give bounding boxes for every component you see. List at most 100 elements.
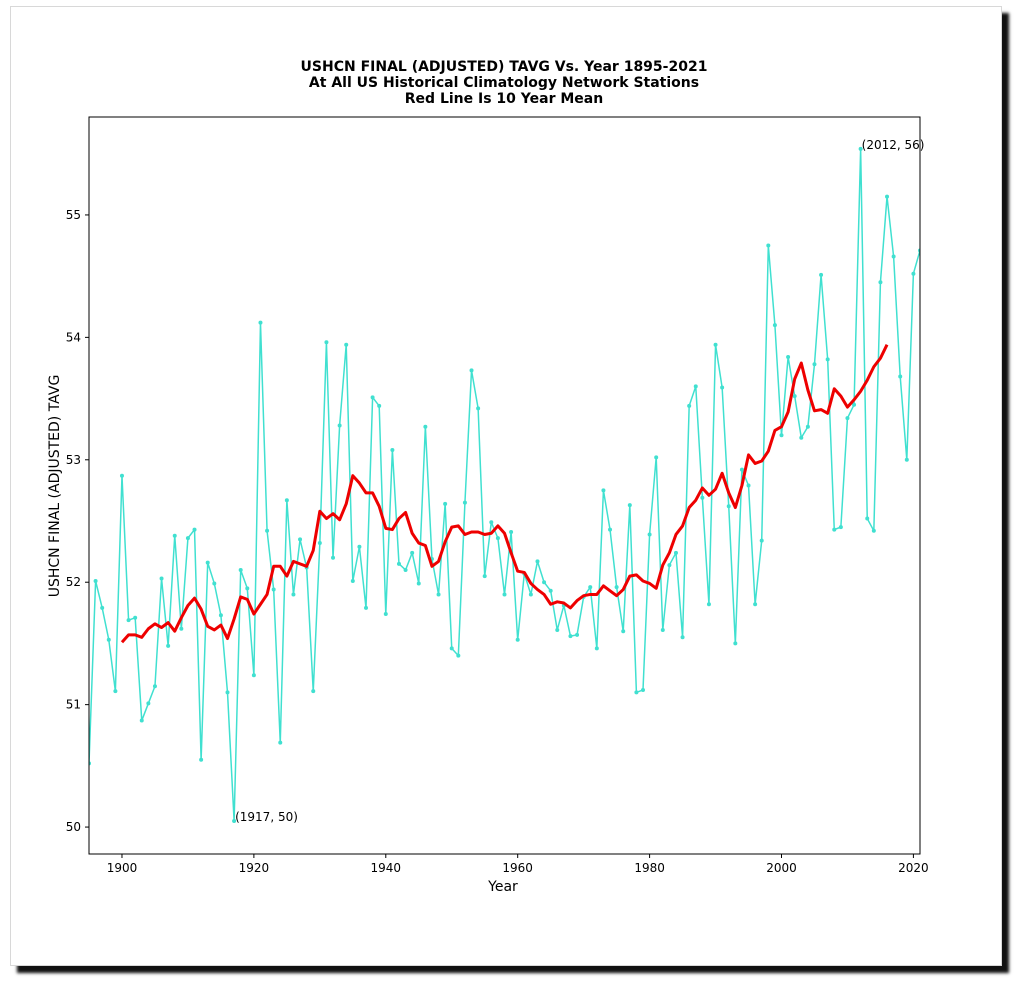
data-point bbox=[284, 498, 289, 503]
data-point bbox=[772, 323, 777, 328]
data-point bbox=[898, 374, 903, 379]
data-point bbox=[693, 384, 698, 389]
data-point bbox=[825, 357, 830, 362]
data-point bbox=[502, 592, 507, 597]
data-point bbox=[535, 559, 540, 564]
data-point bbox=[819, 272, 824, 277]
plot-area bbox=[89, 146, 920, 823]
data-point bbox=[456, 653, 461, 658]
data-point bbox=[238, 567, 243, 572]
plot-frame bbox=[88, 116, 921, 855]
data-point bbox=[146, 701, 151, 706]
data-point bbox=[331, 555, 336, 560]
data-point bbox=[667, 563, 672, 568]
data-point bbox=[436, 592, 441, 597]
data-point bbox=[805, 424, 810, 429]
y-tick-label: 52 bbox=[66, 575, 81, 589]
data-point bbox=[627, 503, 632, 508]
data-point bbox=[172, 533, 177, 538]
data-point bbox=[726, 504, 731, 509]
x-axis-label: Year bbox=[487, 879, 518, 895]
data-point bbox=[396, 561, 401, 566]
data-point bbox=[673, 550, 678, 555]
title-line-2: At All US Historical Climatology Network… bbox=[309, 75, 699, 91]
ten-year-mean-line bbox=[120, 344, 889, 644]
data-point bbox=[350, 578, 355, 583]
data-point bbox=[568, 634, 573, 639]
data-point bbox=[799, 435, 804, 440]
data-point bbox=[469, 368, 474, 373]
data-point bbox=[528, 592, 533, 597]
data-point bbox=[680, 635, 685, 640]
title-line-1: USHCN FINAL (ADJUSTED) TAVG Vs. Year 189… bbox=[301, 59, 708, 75]
data-point bbox=[720, 385, 725, 390]
data-point bbox=[311, 689, 316, 694]
data-point bbox=[482, 574, 487, 579]
data-point bbox=[641, 687, 645, 692]
data-point bbox=[199, 757, 204, 762]
data-series-group bbox=[89, 146, 920, 823]
data-point bbox=[179, 626, 184, 631]
data-point bbox=[377, 403, 382, 408]
data-point bbox=[185, 536, 190, 541]
data-point bbox=[601, 488, 606, 493]
data-point bbox=[792, 394, 797, 399]
data-point bbox=[462, 500, 467, 505]
data-point bbox=[317, 541, 322, 546]
data-point bbox=[258, 320, 263, 325]
data-point bbox=[614, 585, 619, 590]
data-point bbox=[337, 423, 342, 428]
y-tick-label: 55 bbox=[66, 208, 81, 222]
data-point bbox=[403, 567, 408, 572]
data-point bbox=[324, 340, 329, 345]
data-point bbox=[357, 544, 362, 549]
y-tick-label: 50 bbox=[66, 820, 81, 834]
data-point bbox=[904, 457, 909, 462]
data-point bbox=[594, 646, 599, 651]
data-point bbox=[126, 618, 131, 623]
chart-title: USHCN FINAL (ADJUSTED) TAVG Vs. Year 189… bbox=[301, 59, 708, 107]
x-tick-label: 1920 bbox=[239, 861, 270, 875]
data-point bbox=[832, 527, 837, 532]
data-point bbox=[871, 528, 876, 533]
data-point bbox=[106, 637, 111, 642]
data-point bbox=[344, 342, 349, 347]
data-point bbox=[113, 689, 118, 694]
x-tick-label: 1960 bbox=[502, 861, 533, 875]
data-point bbox=[278, 740, 283, 745]
data-point bbox=[251, 673, 256, 678]
data-point bbox=[746, 483, 751, 488]
data-point bbox=[858, 146, 863, 151]
data-point bbox=[100, 605, 105, 610]
data-point bbox=[291, 592, 296, 597]
y-axis-label: USHCN FINAL (ADJUSTED) TAVG bbox=[47, 375, 63, 598]
data-point bbox=[779, 433, 784, 438]
data-point bbox=[786, 354, 791, 359]
data-point bbox=[660, 627, 665, 632]
data-point bbox=[166, 643, 171, 648]
data-point bbox=[575, 632, 580, 637]
data-point bbox=[885, 194, 890, 199]
data-point bbox=[410, 550, 415, 555]
data-point bbox=[119, 473, 124, 478]
data-point bbox=[495, 536, 500, 541]
data-point bbox=[812, 362, 817, 367]
data-point bbox=[891, 254, 896, 259]
data-point bbox=[739, 467, 744, 472]
data-point bbox=[271, 587, 276, 592]
data-point bbox=[548, 588, 553, 593]
title-line-3: Red Line Is 10 Year Mean bbox=[405, 91, 603, 107]
data-point bbox=[449, 646, 454, 651]
data-point bbox=[845, 416, 850, 421]
data-point bbox=[218, 613, 223, 618]
data-point bbox=[443, 501, 448, 506]
data-point bbox=[706, 602, 711, 607]
data-point bbox=[700, 495, 705, 500]
data-point bbox=[390, 448, 395, 452]
annual-tavg-line bbox=[89, 148, 920, 822]
x-tick-label: 1940 bbox=[371, 861, 402, 875]
point-annotation: (2012, 56) bbox=[862, 138, 925, 152]
x-tick-label: 1900 bbox=[107, 861, 138, 875]
data-point bbox=[733, 641, 738, 646]
data-point bbox=[225, 690, 230, 695]
